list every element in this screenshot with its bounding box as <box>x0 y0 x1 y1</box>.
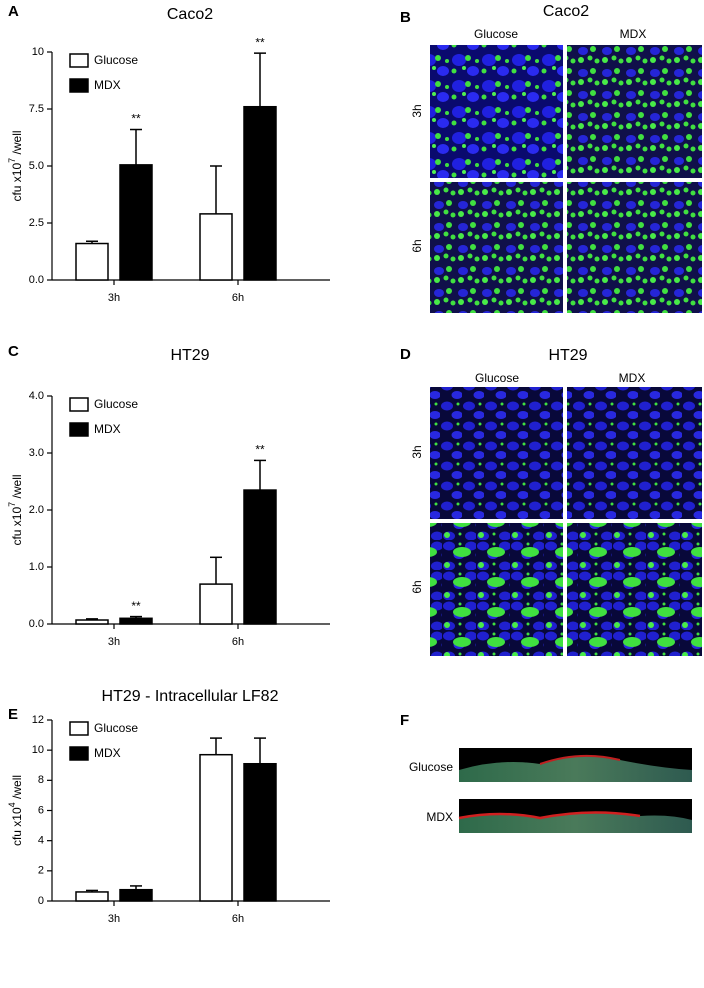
y-axis-label-part: /well <box>10 775 24 802</box>
legend-swatch <box>69 721 89 736</box>
x-tick-label: 3h <box>108 636 120 648</box>
y-axis-label-part: /well <box>10 474 24 501</box>
legend-label: Glucose <box>94 53 138 67</box>
x-tick-label: 6h <box>232 636 244 648</box>
column-label: MDX <box>619 371 646 385</box>
legend-swatch <box>69 746 89 761</box>
significance: ** <box>255 35 265 49</box>
micrograph-tissue <box>459 755 692 782</box>
y-tick-label: 2 <box>38 865 44 877</box>
y-axis-label-part: 7 <box>7 502 17 507</box>
y-axis-label-part: cfu x10 <box>10 807 24 846</box>
bar <box>243 105 277 281</box>
y-axis-label-part: 4 <box>7 802 17 807</box>
y-tick-label: 10 <box>32 744 44 756</box>
bar <box>119 888 153 902</box>
significance: ** <box>131 599 141 613</box>
x-tick-label: 3h <box>108 292 120 304</box>
panel-label: B <box>400 9 411 26</box>
y-tick-label: 1.0 <box>29 561 44 573</box>
y-axis-label: cfu x107 /well <box>7 474 24 545</box>
panel-title: Caco2 <box>543 3 589 20</box>
y-tick-label: 3.0 <box>29 447 44 459</box>
bar <box>199 753 233 902</box>
legend-label: MDX <box>94 746 121 760</box>
y-tick-label: 2.0 <box>29 504 44 516</box>
y-tick-label: 6 <box>38 804 44 816</box>
chart-title: HT29 - Intracellular LF82 <box>102 688 279 705</box>
legend-label: MDX <box>94 78 121 92</box>
bar <box>199 583 233 625</box>
row-label: 6h <box>410 239 424 252</box>
chart-title: Caco2 <box>167 6 213 23</box>
bar <box>199 213 233 281</box>
micrograph <box>430 387 563 519</box>
bar <box>243 489 277 625</box>
y-axis-label-part: 7 <box>7 158 17 163</box>
legend-swatch <box>69 422 89 437</box>
micrograph-tissue <box>459 812 692 833</box>
y-tick-label: 8 <box>38 774 44 786</box>
micrograph <box>430 182 563 313</box>
legend-label: MDX <box>94 422 121 436</box>
y-axis-label-part: cfu x10 <box>10 507 24 546</box>
legend-label: Glucose <box>94 397 138 411</box>
panel-label: C <box>8 343 19 360</box>
column-label: Glucose <box>475 371 519 385</box>
micrograph-signal <box>539 754 621 765</box>
row-label: MDX <box>426 810 453 824</box>
bar <box>75 619 109 625</box>
y-axis-label: cfu x107 /well <box>7 130 24 201</box>
panel-title: HT29 <box>548 347 587 364</box>
y-axis-label-part: cfu x10 <box>10 163 24 202</box>
column-label: Glucose <box>474 27 518 41</box>
row-label: 3h <box>410 104 424 117</box>
x-tick-label: 3h <box>108 913 120 925</box>
y-tick-label: 4.0 <box>29 390 44 402</box>
micrograph <box>567 387 702 519</box>
y-axis-label-part: /well <box>10 130 24 157</box>
micrograph <box>430 45 563 178</box>
y-tick-label: 2.5 <box>29 217 44 229</box>
panel-label: E <box>8 706 18 723</box>
micrograph <box>567 182 702 313</box>
significance: ** <box>255 443 265 457</box>
micrograph <box>567 45 702 178</box>
bar <box>75 242 109 281</box>
micrograph-signal <box>458 811 641 820</box>
legend-swatch <box>69 78 89 93</box>
micrograph <box>430 523 563 656</box>
significance: ** <box>131 112 141 126</box>
micrograph <box>567 523 702 656</box>
row-label: 6h <box>410 580 424 593</box>
column-label: MDX <box>620 27 647 41</box>
x-tick-label: 6h <box>232 292 244 304</box>
panel-label: F <box>400 712 409 729</box>
y-tick-label: 7.5 <box>29 103 44 115</box>
y-tick-label: 0 <box>38 895 44 907</box>
legend-label: Glucose <box>94 721 138 735</box>
row-label: Glucose <box>409 760 453 774</box>
y-tick-label: 10 <box>32 46 44 58</box>
legend-swatch <box>69 53 89 68</box>
chart-title: HT29 <box>170 347 209 364</box>
x-tick-label: 6h <box>232 913 244 925</box>
panel-label: A <box>8 3 19 20</box>
bar <box>243 762 277 902</box>
row-label: 3h <box>410 445 424 458</box>
bar <box>119 617 153 625</box>
y-tick-label: 4 <box>38 835 44 847</box>
y-tick-label: 0.0 <box>29 618 44 630</box>
y-tick-label: 12 <box>32 714 44 726</box>
y-tick-label: 0.0 <box>29 274 44 286</box>
panel-label: D <box>400 346 411 363</box>
bar <box>75 891 109 902</box>
y-tick-label: 5.0 <box>29 160 44 172</box>
legend-swatch <box>69 397 89 412</box>
y-axis-label: cfu x104 /well <box>7 775 24 846</box>
bar <box>119 164 153 281</box>
